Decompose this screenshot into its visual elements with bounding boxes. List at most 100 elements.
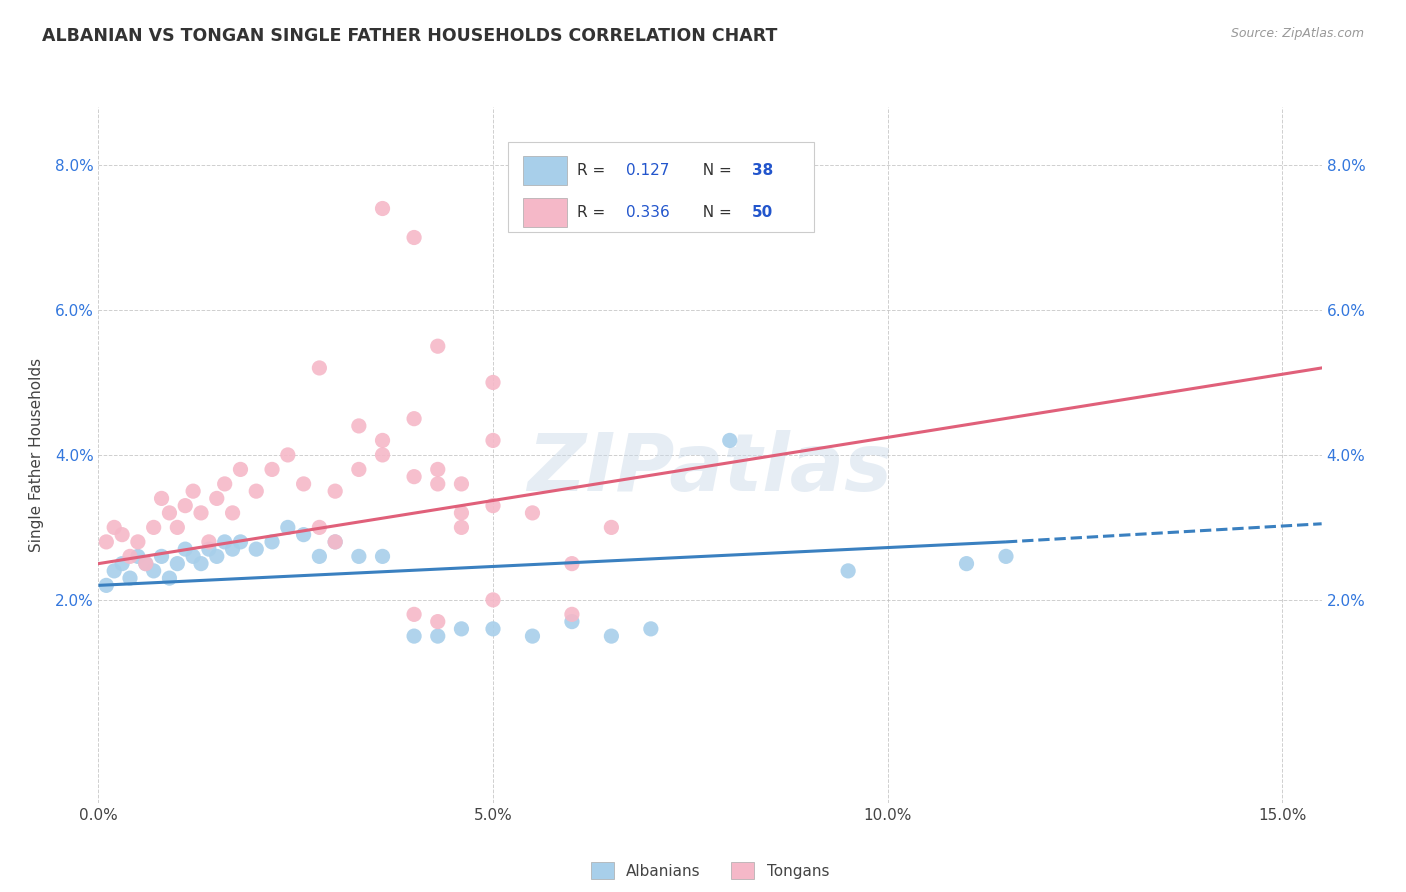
Point (404, 411, 426, 425)
Point (404, 230, 426, 244)
Point (561, 557, 583, 571)
Text: 0.336: 0.336 (626, 205, 669, 220)
Point (600, 629, 623, 643)
Point (135, 557, 157, 571)
Point (221, 542, 243, 557)
Point (371, 549, 394, 564)
Point (640, 622, 662, 636)
Point (277, 520, 299, 534)
Point (482, 622, 505, 636)
Point (482, 434, 505, 448)
Point (426, 339, 449, 353)
Point (426, 462, 449, 476)
Text: N =: N = (693, 163, 737, 178)
Point (174, 499, 197, 513)
Point (150, 491, 173, 506)
Point (837, 564, 859, 578)
Point (600, 520, 623, 534)
Point (198, 534, 221, 549)
Text: ZIPatlas: ZIPatlas (527, 430, 893, 508)
Point (292, 476, 315, 491)
Point (347, 549, 370, 564)
Point (127, 549, 149, 564)
Point (260, 462, 283, 476)
Text: N =: N = (693, 205, 737, 220)
Point (111, 557, 134, 571)
Point (174, 542, 197, 557)
Point (166, 557, 188, 571)
Point (96, 578, 118, 592)
Point (103, 520, 125, 534)
Point (221, 506, 243, 520)
Point (214, 534, 236, 549)
Point (718, 434, 741, 448)
Point (308, 361, 330, 376)
Point (347, 419, 370, 434)
Point (561, 607, 583, 622)
Point (371, 202, 394, 216)
Point (522, 506, 544, 520)
Point (229, 534, 252, 549)
Point (292, 527, 315, 541)
Point (277, 448, 299, 462)
Point (190, 506, 212, 520)
Point (404, 469, 426, 483)
Point (198, 542, 221, 557)
Text: Source: ZipAtlas.com: Source: ZipAtlas.com (1230, 27, 1364, 40)
Point (135, 557, 157, 571)
Point (245, 542, 267, 557)
Text: R =: R = (576, 205, 610, 220)
Point (308, 520, 330, 534)
Text: 38: 38 (752, 163, 773, 178)
Point (142, 564, 165, 578)
Point (214, 476, 236, 491)
Point (404, 607, 426, 622)
Point (205, 491, 228, 506)
Point (955, 557, 977, 571)
Bar (523, 198, 567, 227)
Point (205, 549, 228, 564)
Point (142, 520, 165, 534)
Text: ALBANIAN VS TONGAN SINGLE FATHER HOUSEHOLDS CORRELATION CHART: ALBANIAN VS TONGAN SINGLE FATHER HOUSEHO… (42, 27, 778, 45)
Point (561, 615, 583, 629)
Text: 0.127: 0.127 (626, 163, 669, 178)
Legend: Albanians, Tongans: Albanians, Tongans (585, 855, 835, 886)
Point (994, 549, 1017, 564)
Point (450, 520, 472, 534)
Point (371, 434, 394, 448)
Point (118, 549, 141, 564)
Point (426, 629, 449, 643)
Point (96, 534, 118, 549)
Point (323, 484, 346, 499)
Point (118, 571, 141, 585)
Point (426, 615, 449, 629)
Point (190, 557, 212, 571)
Text: R =: R = (576, 163, 610, 178)
Point (404, 629, 426, 643)
Bar (523, 156, 567, 186)
Point (166, 520, 188, 534)
Point (260, 534, 283, 549)
Point (181, 484, 204, 499)
Point (482, 592, 505, 607)
Point (159, 506, 181, 520)
Point (347, 462, 370, 476)
Point (245, 484, 267, 499)
Point (308, 549, 330, 564)
Point (450, 622, 472, 636)
Point (323, 534, 346, 549)
Point (482, 499, 505, 513)
Y-axis label: Single Father Households: Single Father Households (28, 358, 44, 552)
Point (111, 527, 134, 541)
Point (522, 629, 544, 643)
Point (450, 476, 472, 491)
Point (159, 571, 181, 585)
Point (371, 448, 394, 462)
Point (426, 476, 449, 491)
Text: 50: 50 (752, 205, 773, 220)
Point (323, 534, 346, 549)
Point (450, 506, 472, 520)
Point (229, 462, 252, 476)
Point (150, 549, 173, 564)
Point (482, 376, 505, 390)
